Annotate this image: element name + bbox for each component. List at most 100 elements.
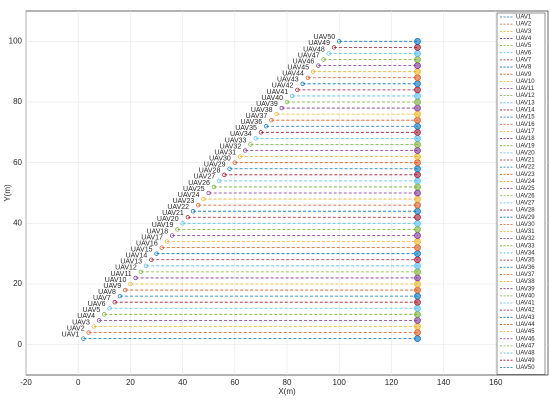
start-point [81,336,86,341]
end-point [414,244,421,251]
x-tick-label: -20 [20,378,32,387]
x-axis-label: X(m) [278,387,296,396]
end-point [414,250,421,258]
end-point [414,153,421,160]
uav-label: UAV38 [251,107,273,114]
start-point [138,269,143,275]
legend-label: UAV9 [516,72,532,78]
uav-label: UAV16 [136,240,158,247]
end-point [414,207,421,215]
legend-label: UAV2 [516,22,532,28]
legend-label: UAV42 [516,308,535,314]
legend-label: UAV28 [516,208,535,214]
end-point [414,195,421,203]
uav-label: UAV4 [77,313,95,320]
uav-label: UAV31 [214,149,236,156]
legend-label: UAV46 [516,336,535,342]
uav-label: UAV26 [188,180,210,187]
uav-label: UAV5 [83,307,101,314]
end-point [414,122,421,130]
start-point [196,202,201,208]
uav-label: UAV2 [67,325,85,332]
end-point [414,128,421,136]
uav-label: UAV28 [199,168,221,175]
y-axis-label: Y(m) [3,184,12,202]
uav-label: UAV40 [261,95,283,102]
start-point [305,75,311,80]
start-point [128,281,133,287]
start-point [211,184,217,190]
x-tick-label: 100 [333,378,347,387]
uav-label: UAV35 [235,125,257,132]
end-point [414,44,421,51]
uav-label: UAV39 [256,101,278,108]
end-point [414,201,421,209]
end-point [414,50,421,57]
x-tick-label: 60 [230,378,239,387]
start-point [253,136,258,141]
end-point [414,213,421,221]
uav-label: UAV6 [88,301,106,308]
end-point [414,268,421,276]
end-point [414,68,421,76]
start-point [102,312,107,317]
end-point [414,274,421,282]
uav-label: UAV17 [141,234,163,241]
legend-label: UAV21 [516,158,535,164]
start-point [300,81,305,86]
legend-label: UAV33 [516,243,535,249]
end-point [414,141,421,148]
start-point [274,111,279,117]
uav-label: UAV49 [308,40,330,47]
y-tick-label: 40 [13,218,22,227]
y-tick-label: 0 [18,340,23,349]
y-tick-label: 60 [13,158,22,167]
uav-label: UAV32 [220,143,242,150]
end-point [414,92,421,100]
legend-label: UAV11 [516,86,535,92]
uav-label: UAV30 [209,156,231,163]
y-tick-label: 100 [9,36,23,45]
legend-label: UAV8 [516,65,532,71]
end-point [414,226,421,233]
start-point [164,239,170,244]
legend-label: UAV12 [516,93,535,99]
uav-label: UAV18 [146,228,168,235]
end-point [414,74,421,82]
start-point [201,196,206,202]
start-point [159,245,164,250]
start-point [190,209,196,214]
legend-label: UAV14 [516,108,535,114]
start-point [154,251,159,256]
legend-label: UAV25 [516,186,535,192]
start-point [295,87,300,93]
start-point [316,63,321,68]
end-point [414,219,421,227]
y-tick-label: 80 [13,97,22,106]
legend-label: UAV13 [516,100,535,106]
legend-label: UAV18 [516,136,535,142]
legend-label: UAV31 [516,229,535,235]
start-point [112,300,117,305]
x-tick-label: 20 [126,378,135,387]
start-point [175,227,180,232]
legend-label: UAV19 [516,143,535,149]
legend-label: UAV27 [516,200,535,206]
start-point [96,318,102,323]
legend-label: UAV50 [516,365,535,371]
uav-label: UAV1 [62,331,80,338]
uav-label: UAV12 [115,265,137,272]
x-tick-label: 0 [76,378,81,387]
end-point [414,110,421,118]
end-point [414,62,421,69]
start-point [284,99,290,105]
end-point [414,335,421,342]
legend-box [496,12,546,375]
x-tick-label: 80 [283,378,292,387]
uav-label: UAV48 [303,46,325,53]
start-point [258,130,264,135]
start-point [133,275,138,281]
legend-label: UAV22 [516,165,535,171]
end-point [414,159,421,167]
